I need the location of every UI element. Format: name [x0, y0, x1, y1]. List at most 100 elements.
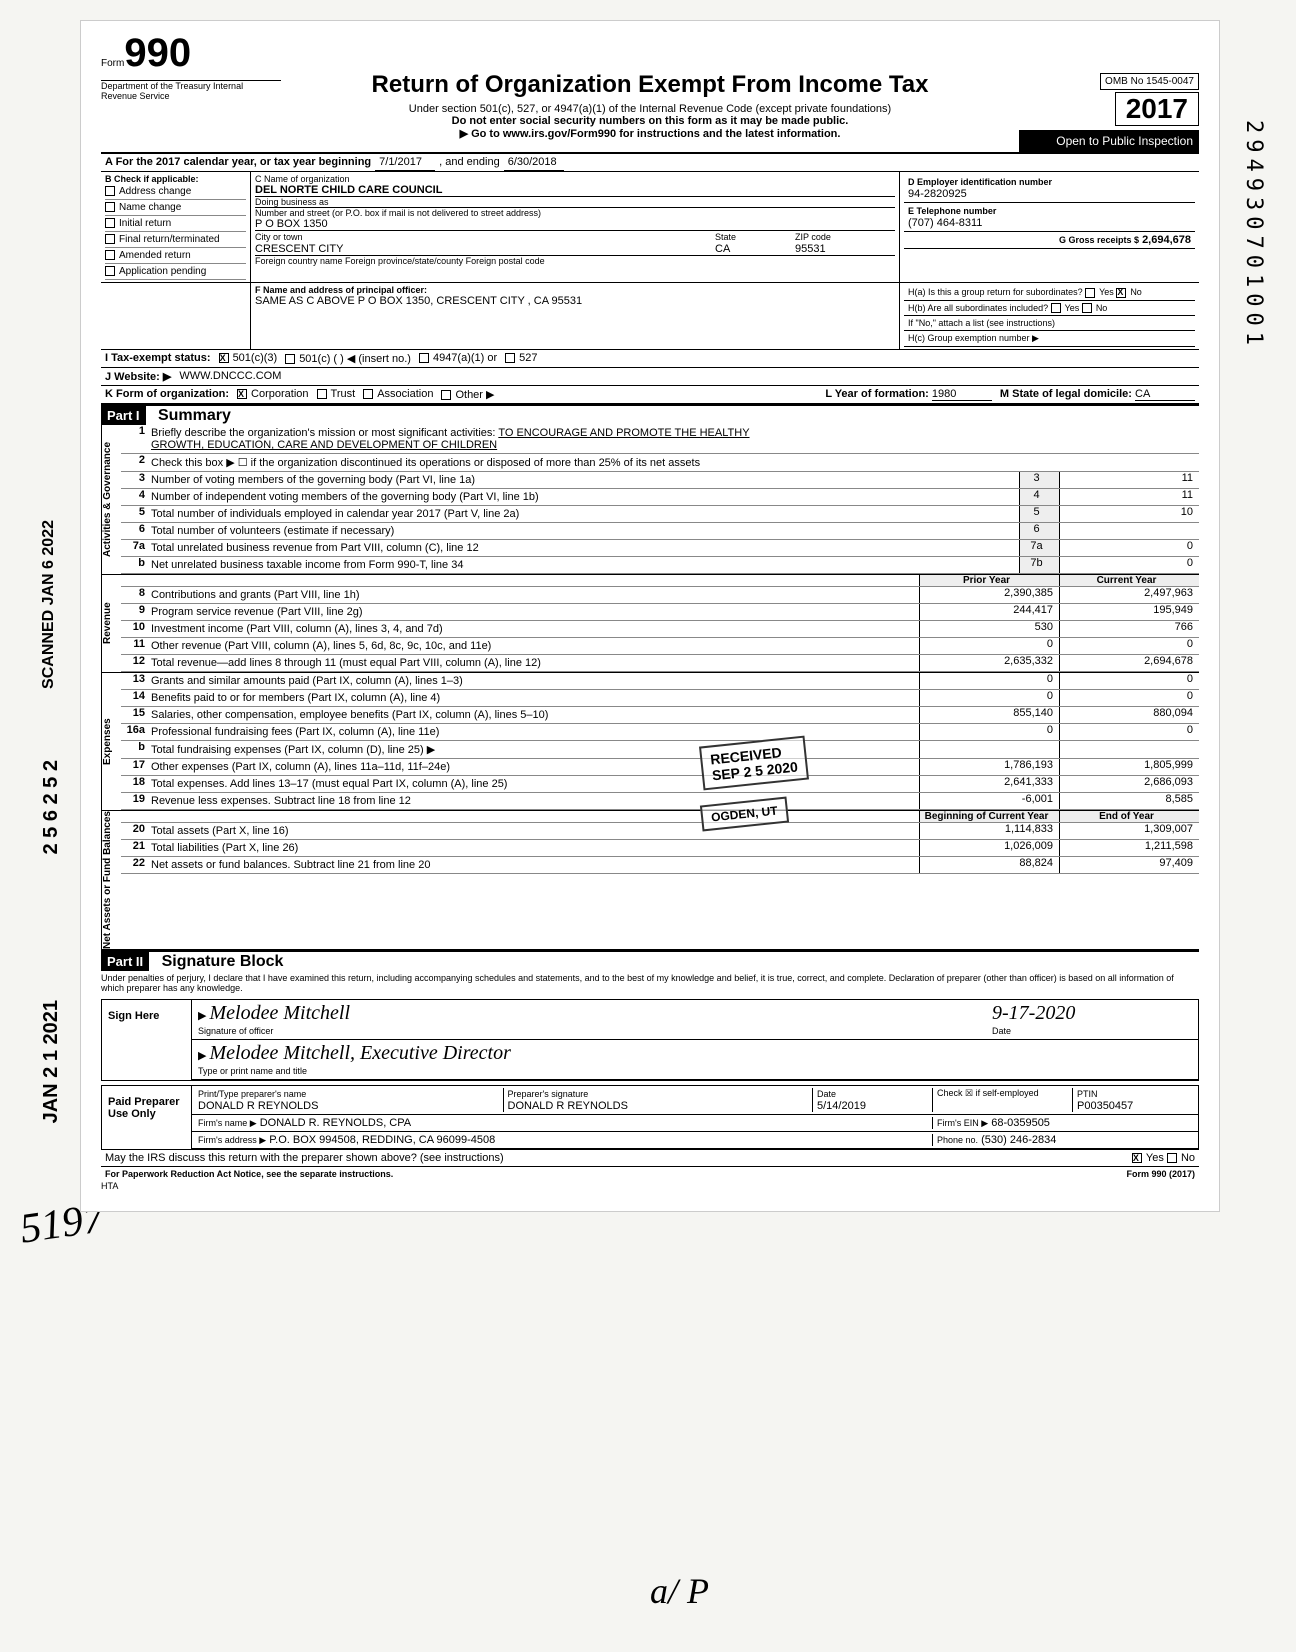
summary-line: 13Grants and similar amounts paid (Part …: [121, 673, 1199, 690]
form-number: 990: [124, 21, 201, 75]
officer-address: SAME AS C ABOVE P O BOX 1350, CRESCENT C…: [255, 295, 895, 307]
phone-value: (707) 464-8311: [908, 217, 982, 229]
officer-name-title: Melodee Mitchell, Executive Director: [210, 1042, 511, 1064]
line-a-label: A For the 2017 calendar year, or tax yea…: [101, 154, 375, 171]
name-label: Type or print name and title: [198, 1066, 307, 1076]
firm-addr-label: Firm's address ▶: [198, 1135, 266, 1145]
firm-ein: 68-0359505: [991, 1117, 1050, 1129]
hb-yes-label: Yes: [1065, 303, 1080, 313]
i-501c[interactable]: [285, 354, 295, 364]
sig-label: Signature of officer: [198, 1026, 273, 1036]
head-curr: Current Year: [1059, 575, 1199, 586]
hb-yes[interactable]: [1051, 303, 1061, 313]
summary-line: 3Number of voting members of the governi…: [121, 472, 1199, 489]
hb-no-label: No: [1096, 303, 1108, 313]
city-label: City or town: [255, 232, 303, 242]
check-final[interactable]: [105, 234, 115, 244]
sig-date-label: Date: [992, 1026, 1011, 1036]
i-4947[interactable]: [419, 353, 429, 363]
k-other[interactable]: [441, 390, 451, 400]
form-year: 2017: [1115, 92, 1199, 126]
summary-line: 22Net assets or fund balances. Subtract …: [121, 857, 1199, 874]
prep-name-label: Print/Type preparer's name: [198, 1089, 306, 1099]
dba-label: Doing business as: [255, 196, 895, 207]
k-corp-label: Corporation: [251, 388, 308, 400]
ha-no[interactable]: [1116, 288, 1126, 298]
i-527[interactable]: [505, 353, 515, 363]
part1-title: Summary: [158, 407, 231, 424]
discuss-no[interactable]: [1167, 1153, 1177, 1163]
k-assoc-label: Association: [377, 388, 433, 400]
prep-sig-label: Preparer's signature: [508, 1089, 589, 1099]
summary-line: 8Contributions and grants (Part VIII, li…: [121, 587, 1199, 604]
dept-label: Department of the Treasury Internal Reve…: [101, 80, 281, 101]
prep-date-label: Date: [817, 1089, 836, 1099]
form-title: Return of Organization Exempt From Incom…: [281, 71, 1019, 99]
org-state: CA: [715, 243, 730, 255]
part2-label: Part II: [101, 952, 149, 971]
prep-sig: DONALD R REYNOLDS: [508, 1100, 628, 1112]
gross-receipts: 2,694,678: [1142, 234, 1191, 246]
ptin-value: P00350457: [1077, 1100, 1133, 1112]
ha-label: H(a) Is this a group return for subordin…: [908, 287, 1083, 297]
year-formation: 1980: [932, 388, 992, 401]
form-page: Form990 Department of the Treasury Inter…: [80, 20, 1220, 1212]
i-opt4: 527: [519, 352, 537, 364]
section-c: C Name of organization DEL NORTE CHILD C…: [251, 172, 899, 282]
ein-value: 94-2820925: [908, 188, 967, 200]
discuss-yes[interactable]: [1132, 1153, 1142, 1163]
check-initial-label: Initial return: [119, 218, 171, 229]
i-501c3[interactable]: [219, 353, 229, 363]
open-public: Open to Public Inspection: [1019, 130, 1199, 152]
k-corp[interactable]: [237, 389, 247, 399]
m-label: M State of legal domicile:: [1000, 388, 1132, 400]
j-label: J Website: ▶: [101, 368, 175, 385]
check-amended[interactable]: [105, 250, 115, 260]
tax-year-end: 6/30/2018: [504, 154, 564, 171]
check-address-label: Address change: [119, 186, 191, 197]
summary-line: 17Other expenses (Part IX, column (A), l…: [121, 759, 1199, 776]
check-amended-label: Amended return: [119, 250, 191, 261]
summary-line: 16aProfessional fundraising fees (Part I…: [121, 724, 1199, 741]
tax-year-begin: 7/1/2017: [375, 154, 435, 171]
line1-label: Briefly describe the organization's miss…: [151, 427, 495, 439]
state-label: State: [715, 232, 736, 242]
paid-preparer-label: Paid Preparer Use Only: [102, 1086, 192, 1149]
side-rev: Revenue: [101, 575, 121, 672]
check-pending[interactable]: [105, 266, 115, 276]
ptin-label: PTIN: [1077, 1089, 1098, 1099]
form-note2: ▶ Go to www.irs.gov/Form990 for instruct…: [281, 127, 1019, 140]
discuss-no-label: No: [1181, 1152, 1195, 1164]
pra-notice: For Paperwork Reduction Act Notice, see …: [101, 1167, 397, 1181]
firm-ein-label: Firm's EIN ▶: [937, 1118, 988, 1128]
hb-no[interactable]: [1082, 303, 1092, 313]
summary-line: 7aTotal unrelated business revenue from …: [121, 540, 1199, 557]
summary-line: 6Total number of volunteers (estimate if…: [121, 523, 1199, 540]
line-a: A For the 2017 calendar year, or tax yea…: [101, 154, 1199, 172]
summary-line: 20Total assets (Part X, line 16)1,114,83…: [121, 823, 1199, 840]
k-trust[interactable]: [317, 389, 327, 399]
ha-no-label: No: [1130, 287, 1142, 297]
sign-here-label: Sign Here: [102, 1000, 192, 1080]
k-trust-label: Trust: [331, 388, 356, 400]
org-zip: 95531: [795, 243, 826, 255]
prep-date: 5/14/2019: [817, 1100, 866, 1112]
i-opt3: 4947(a)(1) or: [433, 352, 497, 364]
check-name[interactable]: [105, 202, 115, 212]
k-assoc[interactable]: [363, 389, 373, 399]
ha-yes[interactable]: [1085, 288, 1095, 298]
margin-right-code: 294930701001: [1241, 120, 1266, 351]
check-pending-label: Application pending: [119, 266, 206, 277]
addr-label: Number and street (or P.O. box if mail i…: [255, 207, 895, 218]
e-label: E Telephone number: [908, 206, 996, 216]
check-name-label: Name change: [119, 202, 181, 213]
check-address[interactable]: [105, 186, 115, 196]
head-prior: Prior Year: [919, 575, 1059, 586]
form-header: Form990 Department of the Treasury Inter…: [101, 31, 1199, 154]
summary-line: 11Other revenue (Part VIII, column (A), …: [121, 638, 1199, 655]
i-label: I Tax-exempt status:: [101, 350, 215, 367]
g-label: G Gross receipts $: [1059, 235, 1139, 245]
check-initial[interactable]: [105, 218, 115, 228]
summary-line: 21Total liabilities (Part X, line 26)1,0…: [121, 840, 1199, 857]
summary-line: bNet unrelated business taxable income f…: [121, 557, 1199, 574]
